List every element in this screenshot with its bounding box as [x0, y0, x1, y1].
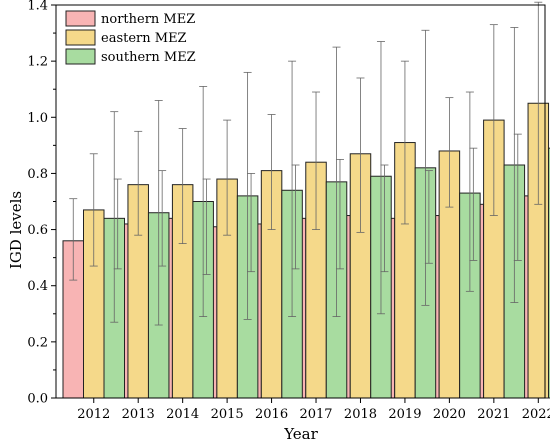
legend-swatch — [65, 10, 96, 27]
legend: northern MEZ eastern MEZ southern MEZ — [65, 10, 196, 65]
error-bar-2018-southern-mez — [376, 41, 385, 315]
legend-label: southern MEZ — [101, 50, 196, 65]
error-bar-2020-eastern-mez — [445, 97, 454, 208]
error-bar-2021-southern-mez — [510, 27, 519, 303]
error-bar-2015-eastern-mez — [223, 119, 232, 236]
legend-swatch — [65, 29, 96, 46]
x-tick-label: 2013 — [122, 407, 155, 422]
error-bar-2013-northern-mez — [113, 178, 122, 270]
error-bar-2021-northern-mez — [469, 147, 478, 261]
error-bar-2022-northern-mez — [513, 133, 522, 261]
error-bar-2022-eastern-mez — [534, 1, 543, 205]
x-tick-label: 2016 — [255, 407, 288, 422]
x-tick-label: 2018 — [344, 407, 377, 422]
legend-item-southern-mez: southern MEZ — [65, 48, 196, 65]
axes-layer: 0.0 0.2 0.4 0.6 0.8 1.0 1.2 1.4 2012 2013 2014 2015… — [27, 0, 550, 422]
y-tick-label: 1.0 — [27, 111, 48, 126]
error-bar-2020-northern-mez — [424, 170, 433, 264]
x-axis-title: Year — [283, 425, 318, 443]
error-bar-2013-eastern-mez — [134, 130, 143, 236]
error-bar-2016-eastern-mez — [267, 114, 276, 230]
error-bar-2012-southern-mez — [110, 111, 119, 323]
error-bar-2018-eastern-mez — [356, 77, 365, 233]
error-bar-2012-eastern-mez — [89, 153, 98, 267]
error-bar-2014-southern-mez — [199, 86, 208, 317]
x-tick-label: 2015 — [211, 407, 244, 422]
legend-item-eastern-mez: eastern MEZ — [65, 29, 187, 46]
error-bar-2018-northern-mez — [335, 158, 344, 270]
error-bar-2014-northern-mez — [158, 170, 167, 267]
error-bar-2017-northern-mez — [291, 164, 300, 270]
legend-item-northern-mez: northern MEZ — [65, 10, 195, 27]
bars-layer — [62, 102, 550, 399]
x-tick-label: 2022 — [522, 407, 550, 422]
bar-2022-southern-mez — [548, 147, 550, 399]
error-bar-2020-southern-mez — [465, 91, 474, 292]
y-tick-label: 0.8 — [27, 167, 48, 182]
error-bar-2012-northern-mez — [69, 198, 78, 281]
x-tick-label: 2012 — [77, 407, 110, 422]
legend-swatch — [65, 48, 96, 65]
y-tick-label: 0.0 — [27, 392, 48, 407]
error-bar-2017-eastern-mez — [312, 91, 321, 230]
error-bar-2019-southern-mez — [421, 29, 430, 306]
x-tick-label: 2019 — [388, 407, 421, 422]
legend-label: northern MEZ — [101, 12, 195, 27]
x-tick-label: 2020 — [433, 407, 466, 422]
error-bar-2019-northern-mez — [380, 164, 389, 273]
y-axis-title: IGD levels — [7, 191, 25, 269]
error-bar-2014-eastern-mez — [178, 128, 187, 245]
error-bar-2013-southern-mez — [154, 100, 163, 326]
error-bar-2015-southern-mez — [243, 71, 252, 320]
error-bar-2021-eastern-mez — [489, 24, 498, 216]
x-tick-label: 2021 — [477, 407, 510, 422]
x-tick-label: 2014 — [166, 407, 199, 422]
error-bar-2016-northern-mez — [247, 173, 256, 273]
error-bar-2017-southern-mez — [332, 46, 341, 317]
x-tick-label: 2017 — [299, 407, 332, 422]
error-bar-2019-eastern-mez — [400, 60, 409, 225]
y-tick-label: 0.2 — [27, 335, 48, 350]
error-bar-2015-northern-mez — [202, 178, 211, 275]
y-tick-label: 1.4 — [27, 0, 48, 14]
y-tick-label: 0.4 — [27, 279, 48, 294]
error-bar-2016-southern-mez — [288, 60, 297, 317]
legend-label: eastern MEZ — [101, 31, 187, 46]
error-bars-layer — [69, 1, 543, 326]
y-tick-label: 1.2 — [27, 55, 48, 70]
y-tick-label: 0.6 — [27, 223, 48, 238]
